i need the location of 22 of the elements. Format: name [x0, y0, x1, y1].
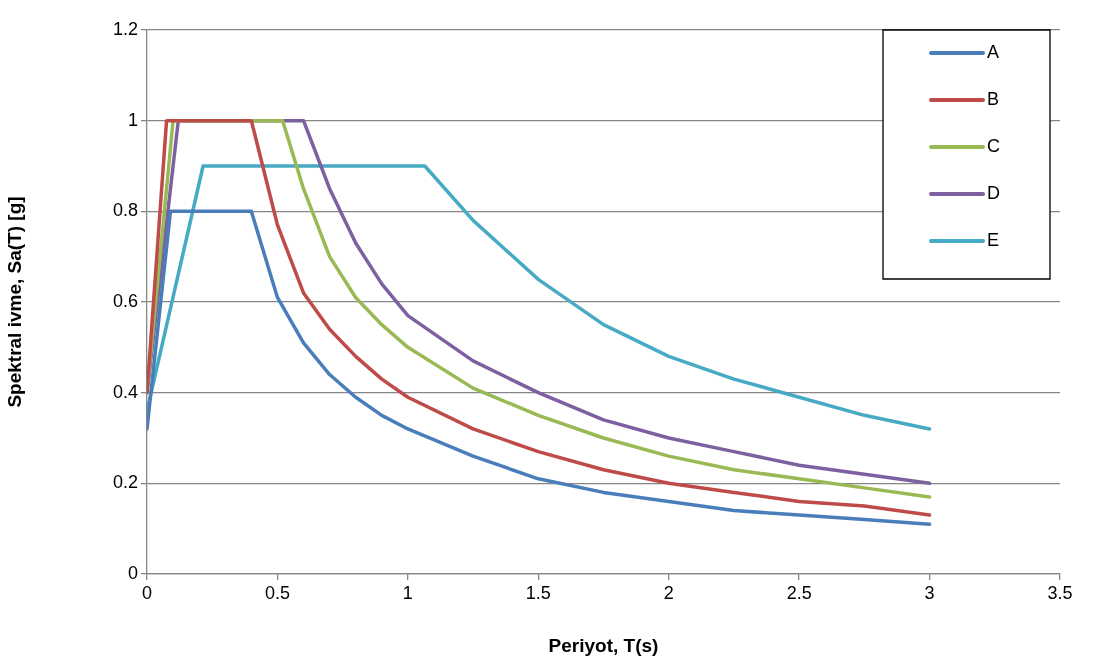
- y-tick-label: 1: [127, 109, 138, 130]
- x-tick-label: 1: [402, 582, 413, 603]
- y-tick-label: 0.8: [112, 200, 138, 221]
- y-tick-label: 0.6: [112, 290, 138, 311]
- legend-label: E: [987, 229, 1000, 250]
- y-tick-label: 0.4: [112, 381, 138, 402]
- legend-label: A: [987, 41, 1000, 62]
- y-tick-label: 0.2: [112, 472, 138, 493]
- legend-label: D: [987, 182, 1000, 203]
- legend-label: B: [987, 88, 1000, 109]
- y-axis-title: Spektral ivme, Sa(T) [g]: [3, 196, 25, 408]
- x-tick-label: 2.5: [786, 582, 812, 603]
- x-tick-label: 0.5: [264, 582, 290, 603]
- x-tick-label: 2: [663, 582, 674, 603]
- y-tick-label: 0: [127, 562, 138, 583]
- x-tick-label: 1.5: [525, 582, 551, 603]
- x-axis-title: Periyot, T(s): [548, 634, 659, 656]
- x-tick-label: 3.5: [1047, 582, 1073, 603]
- legend-label: C: [987, 135, 1000, 156]
- x-tick-label: 0: [141, 582, 153, 603]
- y-tick-label: 1.2: [112, 18, 138, 39]
- x-tick-label: 3: [924, 582, 935, 603]
